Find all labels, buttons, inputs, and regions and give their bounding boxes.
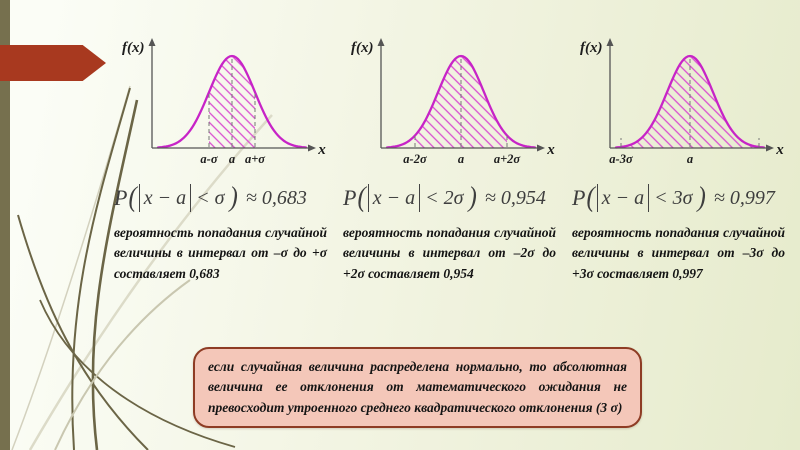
probability-description-1sigma: вероятность попадания случайной величины… xyxy=(114,225,327,281)
formula-open-paren: ( xyxy=(128,182,137,213)
x-axis-arrowhead-icon xyxy=(308,144,316,152)
red-arrow-banner xyxy=(0,45,106,81)
y-axis-label: f(x) xyxy=(580,40,603,56)
normal-curve-chart-2sigma: a-2σ a a+2σ f(x) x xyxy=(351,38,555,166)
formula-close-paren: ) xyxy=(229,182,238,213)
normal-density-curve xyxy=(156,54,308,149)
column-three-sigma: a-3σ a f(x) x P(x − a < 3σ) ≈ 0,997 вероятнос… xyxy=(570,30,789,284)
normal-density-curve xyxy=(614,54,766,149)
probability-description-2sigma: вероятность попадания случайной величины… xyxy=(343,225,556,281)
formula-approx-value: ≈ 0,954 xyxy=(484,186,546,209)
formula-comparison: < σ xyxy=(196,186,225,209)
normal-curve-chart-1sigma: a-σ a a+σ f(x) x xyxy=(122,38,326,166)
probability-formula-3sigma: P(x − a < 3σ) ≈ 0,997 xyxy=(572,181,789,215)
y-axis-arrowhead-icon xyxy=(148,38,156,46)
tick-label: a+σ xyxy=(245,152,266,166)
formula-open-paren: ( xyxy=(586,182,595,213)
tick-label: a+2σ xyxy=(494,152,522,166)
y-axis-label: f(x) xyxy=(351,40,374,56)
x-axis-label: x xyxy=(775,142,784,158)
tick-label: a-2σ xyxy=(403,152,428,166)
y-axis-arrowhead-icon xyxy=(377,38,385,46)
tick-label: a-σ xyxy=(200,152,218,166)
probability-formula-1sigma: P(x − a < σ) ≈ 0,683 xyxy=(114,181,331,215)
tick-label: a xyxy=(458,152,464,166)
tick-label: a xyxy=(687,152,693,166)
formula-P: P xyxy=(343,185,357,210)
x-axis-arrowhead-icon xyxy=(766,144,774,152)
tick-label: a-3σ xyxy=(609,152,634,166)
three-sigma-rule-note-box: если случайная величина распределена нор… xyxy=(193,347,642,428)
probability-description-3sigma: вероятность попадания случайной величины… xyxy=(572,225,785,281)
x-axis-arrowhead-icon xyxy=(537,144,545,152)
three-sigma-rule-text: если случайная величина распределена нор… xyxy=(208,359,627,415)
formula-close-paren: ) xyxy=(468,182,477,213)
formula-abs-expression: x − a xyxy=(138,184,192,212)
x-axis-label: x xyxy=(317,142,326,158)
formula-close-paren: ) xyxy=(697,182,706,213)
column-one-sigma: a-σ a a+σ f(x) x P(x − a < σ) ≈ 0,683 вероятно… xyxy=(112,30,331,284)
y-axis-label: f(x) xyxy=(122,40,145,56)
y-axis-arrowhead-icon xyxy=(606,38,614,46)
formula-P: P xyxy=(114,185,128,210)
normal-density-curve xyxy=(385,54,537,149)
formula-approx-value: ≈ 0,683 xyxy=(245,186,307,209)
formula-comparison: < 2σ xyxy=(425,186,464,209)
normal-curve-chart-3sigma: a-3σ a f(x) x xyxy=(580,38,784,166)
column-two-sigma: a-2σ a a+2σ f(x) x P(x − a < 2σ) ≈ 0,954 вероя… xyxy=(341,30,560,284)
tick-label: a xyxy=(229,152,235,166)
formula-approx-value: ≈ 0,997 xyxy=(713,186,775,209)
three-sigma-columns: a-σ a a+σ f(x) x P(x − a < σ) ≈ 0,683 вероятно… xyxy=(112,30,789,284)
x-axis-label: x xyxy=(546,142,555,158)
formula-open-paren: ( xyxy=(357,182,366,213)
formula-P: P xyxy=(572,185,586,210)
formula-abs-expression: x − a xyxy=(596,184,650,212)
formula-comparison: < 3σ xyxy=(654,186,693,209)
probability-formula-2sigma: P(x − a < 2σ) ≈ 0,954 xyxy=(343,181,560,215)
formula-abs-expression: x − a xyxy=(367,184,421,212)
left-accent-bar xyxy=(0,0,10,450)
